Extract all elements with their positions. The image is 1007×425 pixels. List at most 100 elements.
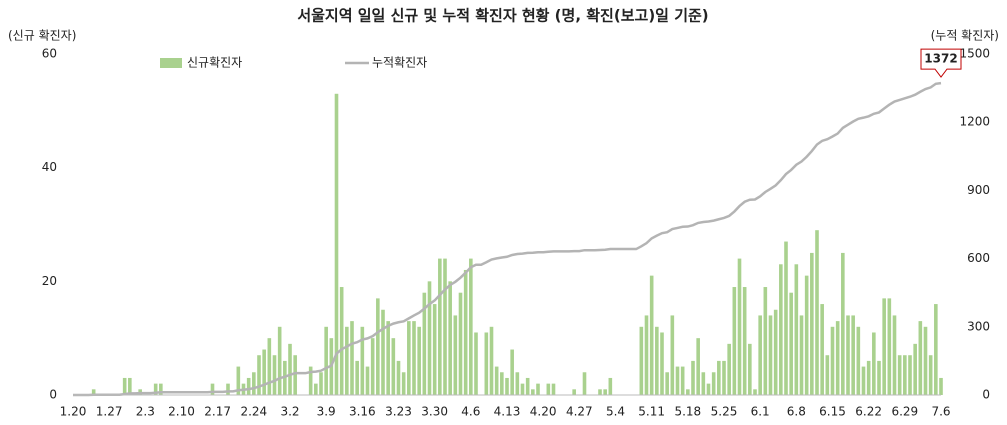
x-tick-label: 6.15 xyxy=(819,405,846,419)
bar xyxy=(153,383,158,395)
y2-tick-label: 300 xyxy=(967,319,990,333)
bar xyxy=(722,360,726,395)
y-tick-label: 20 xyxy=(42,274,57,288)
bar xyxy=(660,332,664,395)
bar xyxy=(608,377,613,395)
bar xyxy=(887,298,892,395)
legend-label: 누적확진자 xyxy=(372,56,427,70)
bar xyxy=(412,321,416,395)
bar xyxy=(717,360,721,395)
bar xyxy=(846,315,850,395)
bar xyxy=(691,360,695,395)
x-tick-label: 6.22 xyxy=(855,405,882,419)
bar xyxy=(799,315,804,395)
x-tick-label: 5.18 xyxy=(674,405,701,419)
bar xyxy=(520,383,525,395)
x-tick-label: 2.17 xyxy=(204,405,231,419)
x-tick-label: 2.24 xyxy=(240,405,267,419)
bar xyxy=(665,372,669,395)
x-tick-label: 2.3 xyxy=(136,405,155,419)
bar xyxy=(422,292,427,395)
bar xyxy=(804,275,809,395)
bar xyxy=(376,298,380,395)
bar xyxy=(500,372,504,395)
bar xyxy=(236,366,241,395)
bar xyxy=(820,304,824,395)
bar xyxy=(267,338,272,395)
bar xyxy=(401,372,406,395)
bar xyxy=(159,383,163,395)
bar xyxy=(308,366,313,395)
bar xyxy=(546,383,551,395)
bar xyxy=(469,258,473,395)
bar xyxy=(928,355,933,395)
bar xyxy=(505,377,509,395)
bar xyxy=(427,281,432,395)
bar xyxy=(272,355,277,395)
value-label: 1372 xyxy=(924,52,957,66)
bar xyxy=(861,366,866,395)
x-tick-label: 6.1 xyxy=(751,405,770,419)
y2-tick-label: 1500 xyxy=(959,47,990,61)
bar xyxy=(288,343,292,395)
cumulative-line xyxy=(73,81,942,397)
x-tick-label: 3.2 xyxy=(280,405,299,419)
bar xyxy=(670,315,675,395)
bar xyxy=(851,315,855,395)
y2-tick-label: 900 xyxy=(967,183,990,197)
bar xyxy=(324,326,328,395)
x-tick-label: 6.29 xyxy=(891,405,918,419)
bar xyxy=(825,355,830,395)
x-tick-label: 3.23 xyxy=(385,405,412,419)
bar xyxy=(727,343,731,395)
bar xyxy=(763,287,768,395)
y2-tick-label: 600 xyxy=(967,251,990,265)
bar xyxy=(913,343,917,395)
x-tick-label: 7.6 xyxy=(931,405,950,419)
bar xyxy=(360,326,365,395)
y-tick-label: 60 xyxy=(42,47,57,61)
x-tick-label: 1.27 xyxy=(96,405,123,419)
bar xyxy=(866,360,871,395)
bar xyxy=(525,377,530,395)
bar xyxy=(939,377,943,395)
bar xyxy=(918,321,923,395)
bar xyxy=(753,389,757,395)
bar xyxy=(293,355,297,395)
x-tick-label: 5.4 xyxy=(606,405,625,419)
bar xyxy=(598,389,602,395)
bar xyxy=(856,326,861,395)
bar xyxy=(407,321,411,395)
bar xyxy=(655,326,659,395)
bar xyxy=(277,326,282,395)
bar xyxy=(453,315,458,395)
x-tick-label: 3.9 xyxy=(317,405,336,419)
x-tick-label: 1.20 xyxy=(60,405,87,419)
bar xyxy=(711,372,716,395)
bar xyxy=(448,281,452,395)
x-tick-label: 5.25 xyxy=(711,405,738,419)
bar xyxy=(582,372,587,395)
bar xyxy=(489,326,494,395)
y2-tick-label: 0 xyxy=(982,388,990,402)
bar xyxy=(794,264,799,395)
bar xyxy=(396,360,401,395)
bar xyxy=(908,355,912,395)
x-tick-label: 4.6 xyxy=(461,405,480,419)
bar xyxy=(639,326,644,395)
bar xyxy=(350,321,354,395)
x-tick-label: 5.11 xyxy=(638,405,665,419)
bar xyxy=(474,332,478,395)
bar xyxy=(443,258,447,395)
bar xyxy=(515,372,520,395)
bar xyxy=(386,321,390,395)
bar xyxy=(815,230,819,395)
x-tick-label: 3.30 xyxy=(421,405,448,419)
bar xyxy=(334,93,339,396)
bar xyxy=(484,332,489,395)
bar xyxy=(784,241,788,395)
bar xyxy=(892,315,897,395)
bar xyxy=(696,338,700,395)
bar xyxy=(872,332,876,395)
